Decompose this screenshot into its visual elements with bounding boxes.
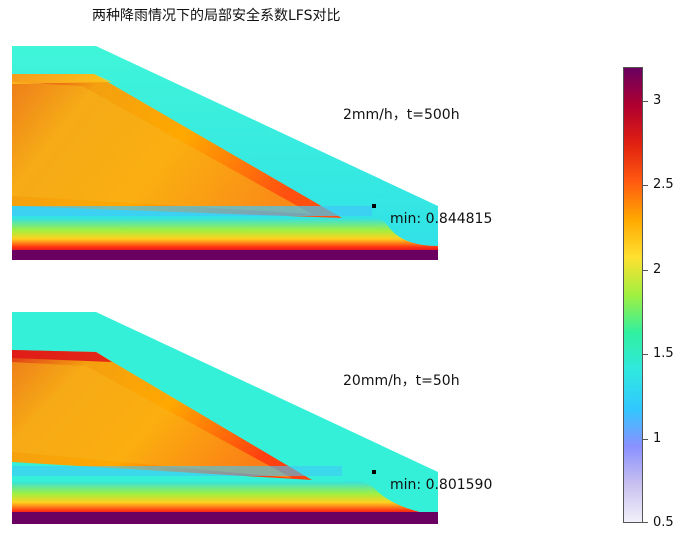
case-label-1: 2mm/h，t=500h <box>343 107 460 123</box>
colorbar-tick-label: 0.5 <box>653 515 674 530</box>
colorbar-tick-mark <box>643 354 648 356</box>
colorbar-tick-label: 3 <box>653 92 662 108</box>
lfs-contour-plot-2mm <box>12 46 438 260</box>
min-label-2: min: 0.801590 <box>390 477 493 493</box>
colorbar-tick-label: 1.5 <box>653 346 674 362</box>
min-label-1: min: 0.844815 <box>390 211 493 227</box>
colorbar-tick-mark <box>643 269 648 271</box>
colorbar-tick-mark <box>643 185 648 187</box>
colorbar-tick-label: 1 <box>653 430 662 446</box>
colorbar-tick-mark <box>643 100 648 102</box>
figure-title: 两种降雨情况下的局部安全系数LFS对比 <box>92 8 341 24</box>
colorbar-tick-label: 2 <box>653 261 662 277</box>
colorbar-tick-label: 2.5 <box>653 177 674 193</box>
lfs-contour-plot-20mm <box>12 312 438 524</box>
colorbar-tick-mark <box>643 522 648 523</box>
min-point-marker <box>372 470 376 474</box>
colorbar-tick-mark <box>643 438 648 440</box>
case-label-2: 20mm/h，t=50h <box>343 373 460 389</box>
color-scale-bar <box>623 67 643 523</box>
min-point-marker <box>372 204 376 208</box>
